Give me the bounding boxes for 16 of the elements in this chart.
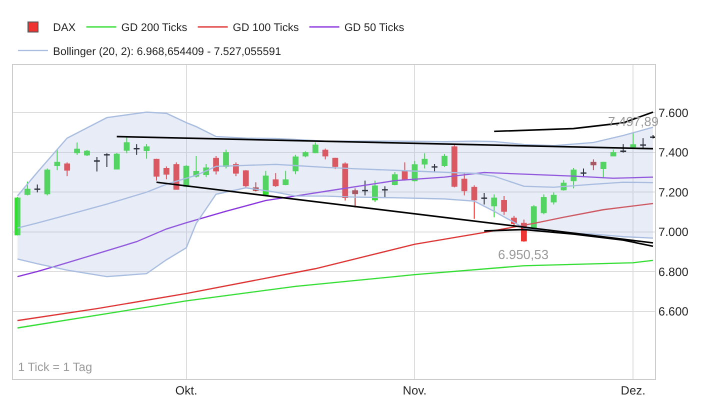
annotation: 1 Tick = 1 Tag [18, 360, 92, 374]
x-tick-label: Okt. [175, 383, 198, 398]
y-tick-label: 7.400 [658, 146, 689, 160]
y-tick-label: 7.600 [658, 106, 689, 120]
y-tick-label: 6.800 [658, 264, 689, 279]
annotation: 6.950,53 [498, 247, 549, 262]
y-tick-label: 6.600 [658, 304, 689, 319]
legend-label: GD 50 Ticks [344, 22, 405, 34]
legend-label: Bollinger (20, 2): 6.968,654409 - 7.527,055591 [53, 46, 282, 58]
x-tick-label: Nov. [402, 383, 427, 398]
x-tick-label: Dez. [620, 383, 646, 398]
legend-label: GD 200 Ticks [121, 22, 188, 34]
y-tick-label: 7.000 [658, 225, 689, 240]
y-tick-label: 7.200 [658, 185, 689, 200]
legend-label: DAX [53, 22, 76, 34]
legend-label: GD 100 Ticks [232, 22, 300, 34]
